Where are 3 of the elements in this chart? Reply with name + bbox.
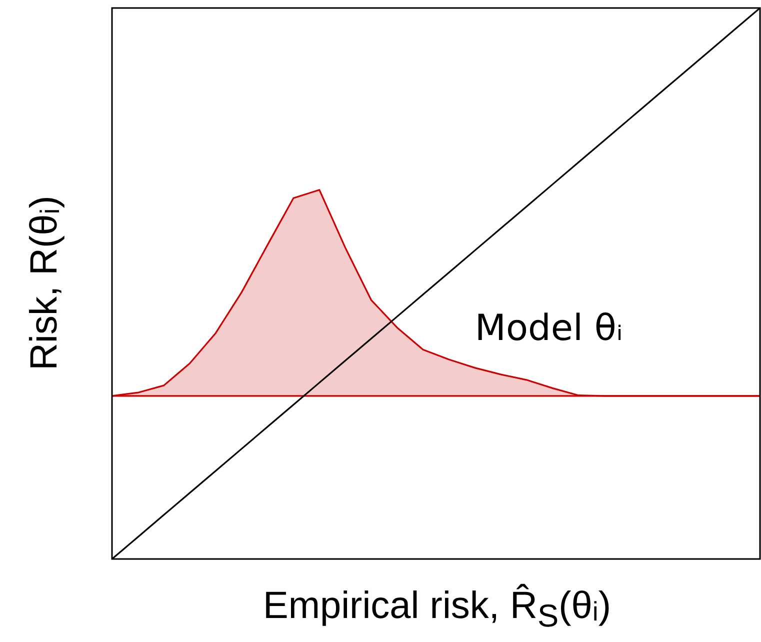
- x-axis-title: Empirical risk, R̂$_{S}$(θᵢ): [262, 585, 612, 635]
- y-axis-title: Risk, R(θᵢ): [24, 196, 66, 370]
- series-label: Model θᵢ: [474, 308, 623, 349]
